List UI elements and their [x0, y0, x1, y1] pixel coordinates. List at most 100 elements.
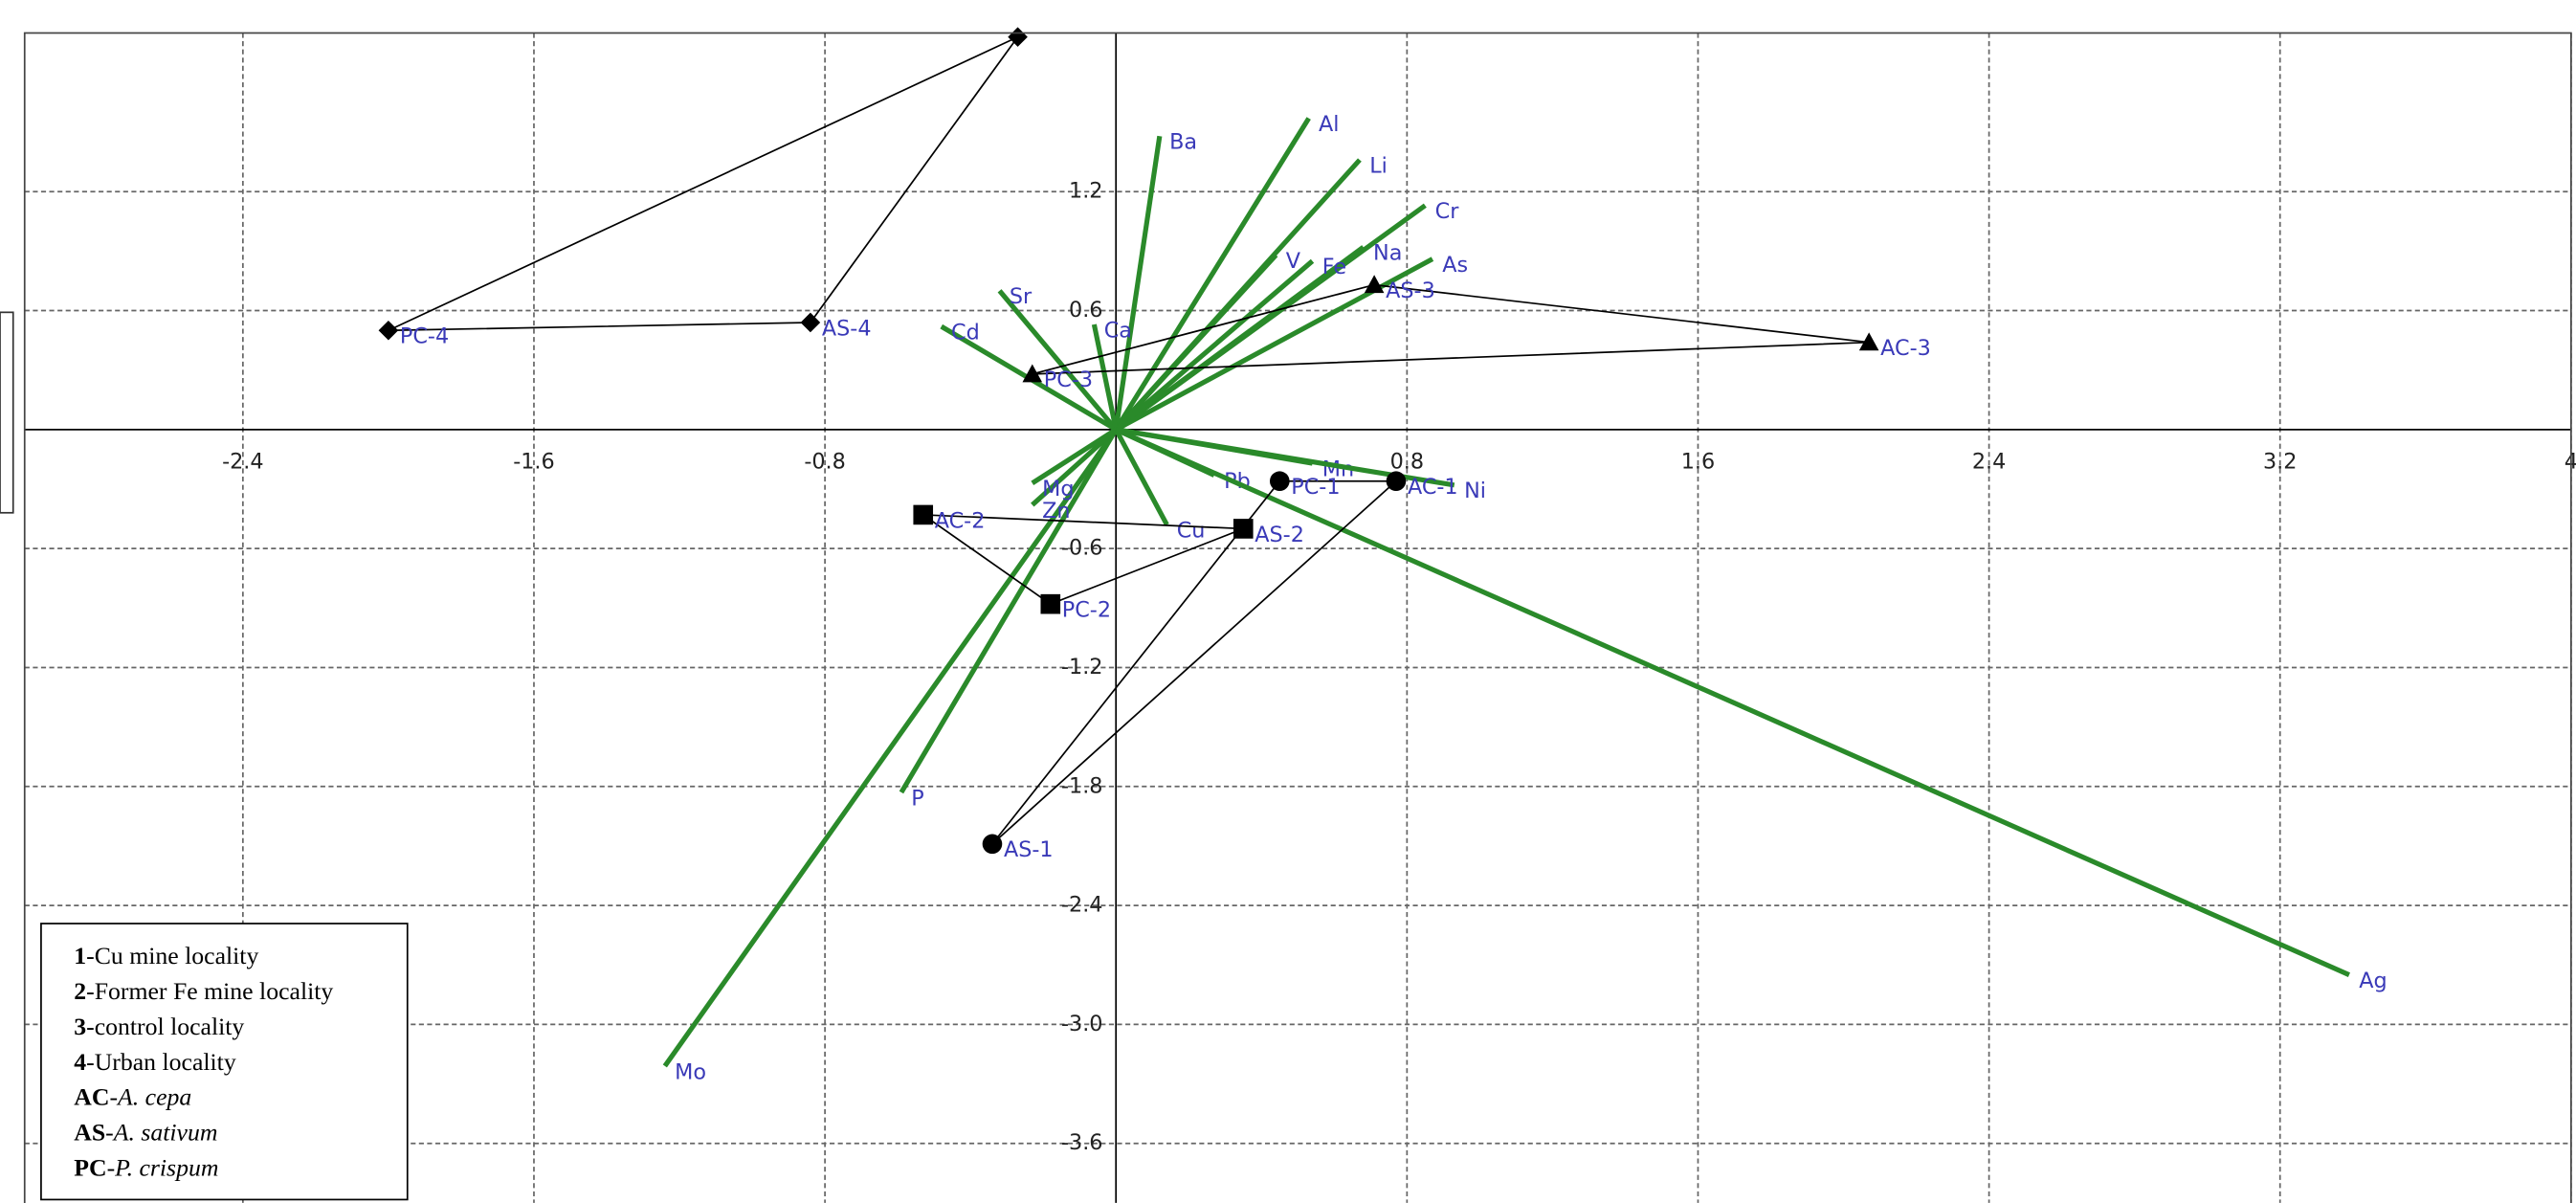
point [913, 504, 934, 525]
point [800, 312, 821, 333]
point [982, 834, 1003, 855]
loading-label: Mg [1042, 477, 1074, 501]
legend-text: -control locality [86, 1013, 244, 1040]
loading-vector [1114, 258, 1315, 432]
x-tick-label: -1.6 [513, 450, 555, 475]
loading-label: P [911, 786, 923, 811]
point [1858, 332, 1879, 351]
legend-italic: P. crispum [114, 1153, 218, 1181]
point-label: AC-2 [935, 508, 986, 533]
legend-key: 4 [74, 1048, 86, 1076]
x-tick-label: 3.2 [2263, 450, 2297, 475]
legend-key: 3 [74, 1013, 86, 1040]
loading-label: V [1286, 249, 1301, 274]
legend-text: - [107, 1153, 116, 1181]
loading-vector [1031, 427, 1118, 485]
y-tick-label: 0.6 [1069, 298, 1102, 323]
loading-label: Sr [1010, 284, 1033, 309]
y-tick-label: -2.4 [1061, 893, 1103, 918]
point-label: AS-3 [1386, 278, 1435, 303]
loading-vector [1115, 427, 2350, 977]
loading-label: Al [1319, 112, 1339, 137]
point-label: PC-3 [1044, 368, 1093, 392]
y-tick-label: 1.2 [1069, 179, 1102, 204]
point-label: AC-3 [1880, 336, 1931, 361]
plot: BaAlLiCrNaVFeAsSrCdCaMoPZnMgCuPbMnNiAgAC… [378, 27, 2387, 1084]
point [1386, 471, 1407, 492]
y-tick-label: -3.0 [1061, 1012, 1103, 1036]
grid: -2.4 -1.6 -0.8 0.8 1.6 2.4 3.2 4 1.2 0.6 -0.6 -1.2 -… [24, 33, 2576, 1203]
x-tick-label: -0.8 [804, 450, 846, 475]
loading-vector [1091, 323, 1119, 431]
point [1022, 364, 1043, 383]
loading-label: Li [1369, 153, 1388, 178]
legend-text: -Former Fe mine locality [86, 977, 333, 1005]
loading-vector [899, 428, 1119, 794]
loading-label: As [1442, 253, 1468, 278]
legend-box [40, 923, 409, 1201]
legend-entry: 4-Urban locality [74, 1048, 236, 1076]
y-tick-label: -1.8 [1061, 773, 1103, 798]
legend-key: AC [74, 1083, 109, 1111]
loading-label: Ni [1464, 479, 1486, 503]
x-tick-label: -2.4 [222, 450, 264, 475]
loading-label: Zn [1042, 499, 1070, 524]
point-label: PC-1 [1291, 475, 1340, 500]
loading-label: Mo [675, 1059, 706, 1084]
x-tick-label: 0.8 [1390, 450, 1424, 475]
point [1040, 593, 1061, 614]
loading-label: Cd [951, 320, 980, 345]
legend-key: 1 [74, 942, 86, 969]
point [1269, 471, 1290, 492]
group-hull [920, 513, 1244, 606]
point [1364, 275, 1385, 294]
group-hull [991, 479, 1399, 845]
point [1008, 27, 1028, 47]
legend-entry: AC-A. cepa [74, 1083, 191, 1111]
side-box [0, 311, 14, 514]
legend-key: AS [74, 1119, 105, 1147]
loading-label: Cu [1177, 519, 1206, 544]
point [1232, 519, 1254, 539]
point-label: AS-4 [822, 316, 872, 341]
y-tick-label: -0.6 [1061, 536, 1103, 561]
loading-vector [1114, 253, 1278, 432]
plot-frame [23, 32, 2572, 1203]
loading-label: Cr [1435, 199, 1460, 224]
loading-label: Ba [1169, 130, 1197, 155]
point-label: PC-4 [400, 324, 449, 349]
point-label: AS-1 [1004, 837, 1054, 862]
x-tick-label: 1.6 [1681, 450, 1715, 475]
legend-entry: AS-A. sativum [74, 1119, 217, 1147]
legend-text: - [105, 1119, 114, 1147]
legend-italic: A. sativum [112, 1119, 218, 1147]
loading-vector [662, 428, 1119, 1068]
point-label: PC-2 [1062, 598, 1111, 623]
legend-text: -Cu mine locality [86, 942, 258, 969]
legend-key: 2 [74, 977, 86, 1005]
legend-text: -Urban locality [86, 1048, 236, 1076]
legend-text: - [109, 1083, 118, 1111]
group-hull [1032, 283, 1870, 375]
loading-label: Fe [1322, 255, 1346, 279]
legend-entry: 2-Former Fe mine locality [74, 977, 333, 1005]
group-hull [388, 34, 1021, 332]
point-label: AS-2 [1255, 523, 1304, 547]
legend-entry: 1-Cu mine locality [74, 942, 258, 969]
loading-label: Ca [1104, 318, 1132, 343]
x-tick-label: 2.4 [1972, 450, 2006, 475]
y-tick-label: -3.6 [1061, 1130, 1103, 1155]
loading-vector [1114, 245, 1366, 432]
loading-vector [997, 289, 1119, 432]
legend-entry: PC-P. crispum [74, 1153, 218, 1181]
loading-label: Na [1373, 241, 1402, 266]
y-tick-label: -1.2 [1061, 655, 1103, 679]
x-tick-label: 4 [2565, 450, 2576, 475]
loading-vector [1113, 428, 1169, 526]
loading-vector [1114, 117, 1311, 432]
loading-label: Ag [2359, 969, 2387, 993]
